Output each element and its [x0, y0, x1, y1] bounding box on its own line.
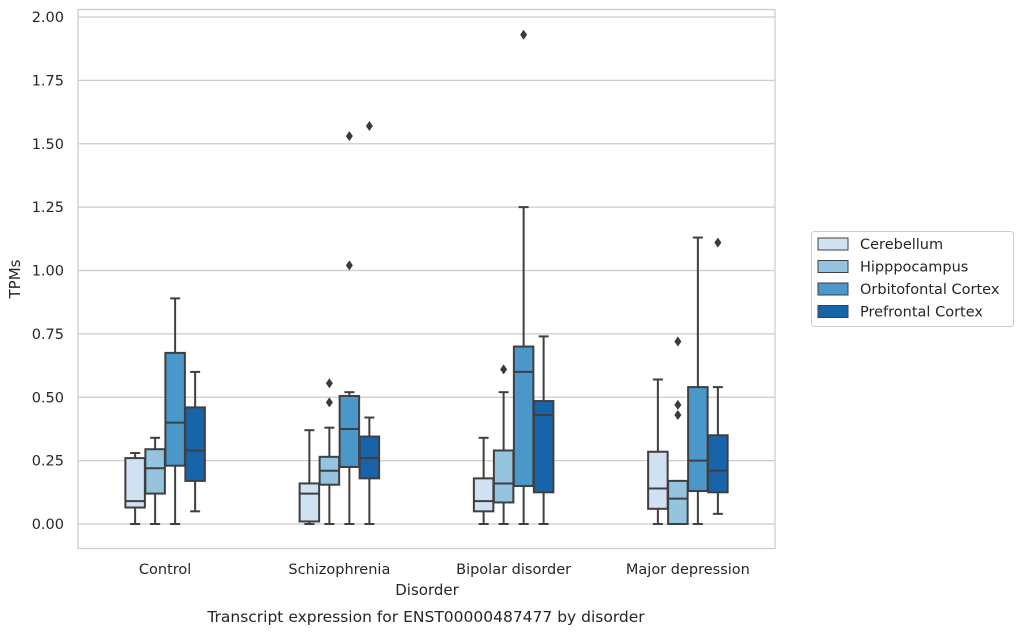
box-body	[687, 386, 709, 493]
box-hipppocampus	[318, 378, 341, 525]
box-body	[512, 345, 535, 487]
y-tick-label: 1.50	[32, 137, 64, 153]
box-body	[164, 351, 186, 467]
x-tick-labels: Control Schizophrenia Bipolar disorder Majo…	[139, 562, 750, 578]
box-body	[647, 450, 669, 510]
box-cerebellum	[647, 378, 669, 525]
legend-swatch	[817, 282, 849, 296]
box-prefrontal-cortex	[358, 121, 381, 525]
legend-swatch	[817, 260, 849, 273]
y-tick-label: 0.75	[32, 327, 64, 343]
plot-frame	[77, 8, 776, 550]
legend-swatch	[817, 237, 849, 251]
y-tick-labels: 0.00 0.25 0.50 0.75 1.00 1.25 1.50 1.75 2.00	[32, 10, 64, 533]
outlier-point	[714, 237, 722, 248]
box-body	[707, 434, 729, 494]
box-body	[532, 400, 555, 494]
box-body	[472, 477, 495, 513]
outlier-point	[674, 336, 682, 347]
y-tick-label: 1.75	[32, 73, 64, 89]
outlier-point	[365, 121, 373, 132]
box-body	[298, 482, 321, 523]
y-axis-label: TPMs	[6, 259, 24, 299]
legend-swatch	[817, 305, 849, 318]
box-body	[492, 449, 515, 504]
outlier-point	[345, 131, 353, 142]
outlier-point	[500, 364, 508, 375]
box-orbitofontal-cortex	[164, 297, 186, 525]
y-tick-label: 0.25	[32, 454, 64, 470]
chart-caption: Transcript expression for ENST0000048747…	[206, 608, 645, 626]
x-axis-label: Disorder	[395, 581, 459, 599]
y-tick-label: 0.50	[32, 390, 64, 406]
outlier-point	[345, 260, 353, 271]
y-tick-label: 1.00	[32, 264, 64, 280]
y-tick-label: 2.00	[32, 10, 64, 26]
box-body	[184, 406, 206, 482]
box-cerebellum	[472, 436, 495, 525]
box-prefrontal-cortex	[707, 237, 729, 515]
outlier-point	[674, 409, 682, 420]
outlier-point	[674, 399, 682, 410]
box-hipppocampus	[492, 364, 515, 525]
box-body	[144, 448, 166, 495]
box-orbitofontal-cortex	[687, 236, 709, 525]
x-tick-label: Major depression	[626, 562, 750, 578]
box-hipppocampus	[144, 436, 166, 525]
box-hipppocampus	[667, 336, 689, 525]
outlier-point	[520, 29, 528, 40]
box-orbitofontal-cortex	[338, 131, 361, 525]
x-tick-label: Bipolar disorder	[456, 562, 571, 578]
box-prefrontal-cortex	[532, 335, 555, 525]
legend-label: Prefrontal Cortex	[860, 305, 983, 321]
legend: Cerebellum Hipppocampus Orbitofontal Corte…	[811, 231, 1014, 327]
legend-label: Hipppocampus	[860, 260, 968, 276]
x-tick-label: Control	[139, 562, 191, 578]
x-tick-label: Schizophrenia	[288, 562, 390, 578]
legend-label: Orbitofontal Cortex	[860, 282, 1000, 298]
boxes-layer	[124, 29, 729, 525]
box-body	[667, 479, 689, 525]
box-prefrontal-cortex	[184, 370, 206, 513]
legend-label: Cerebellum	[860, 237, 943, 253]
box-body	[338, 394, 361, 468]
box-cerebellum	[124, 452, 146, 525]
y-tick-label: 1.25	[32, 200, 64, 216]
y-tick-label: 0.00	[32, 517, 64, 533]
box-body	[124, 457, 146, 509]
outlier-point	[325, 397, 333, 408]
box-orbitofontal-cortex	[512, 29, 535, 525]
box-cerebellum	[298, 429, 321, 525]
legend-frame	[811, 231, 1014, 327]
outlier-point	[325, 378, 333, 389]
